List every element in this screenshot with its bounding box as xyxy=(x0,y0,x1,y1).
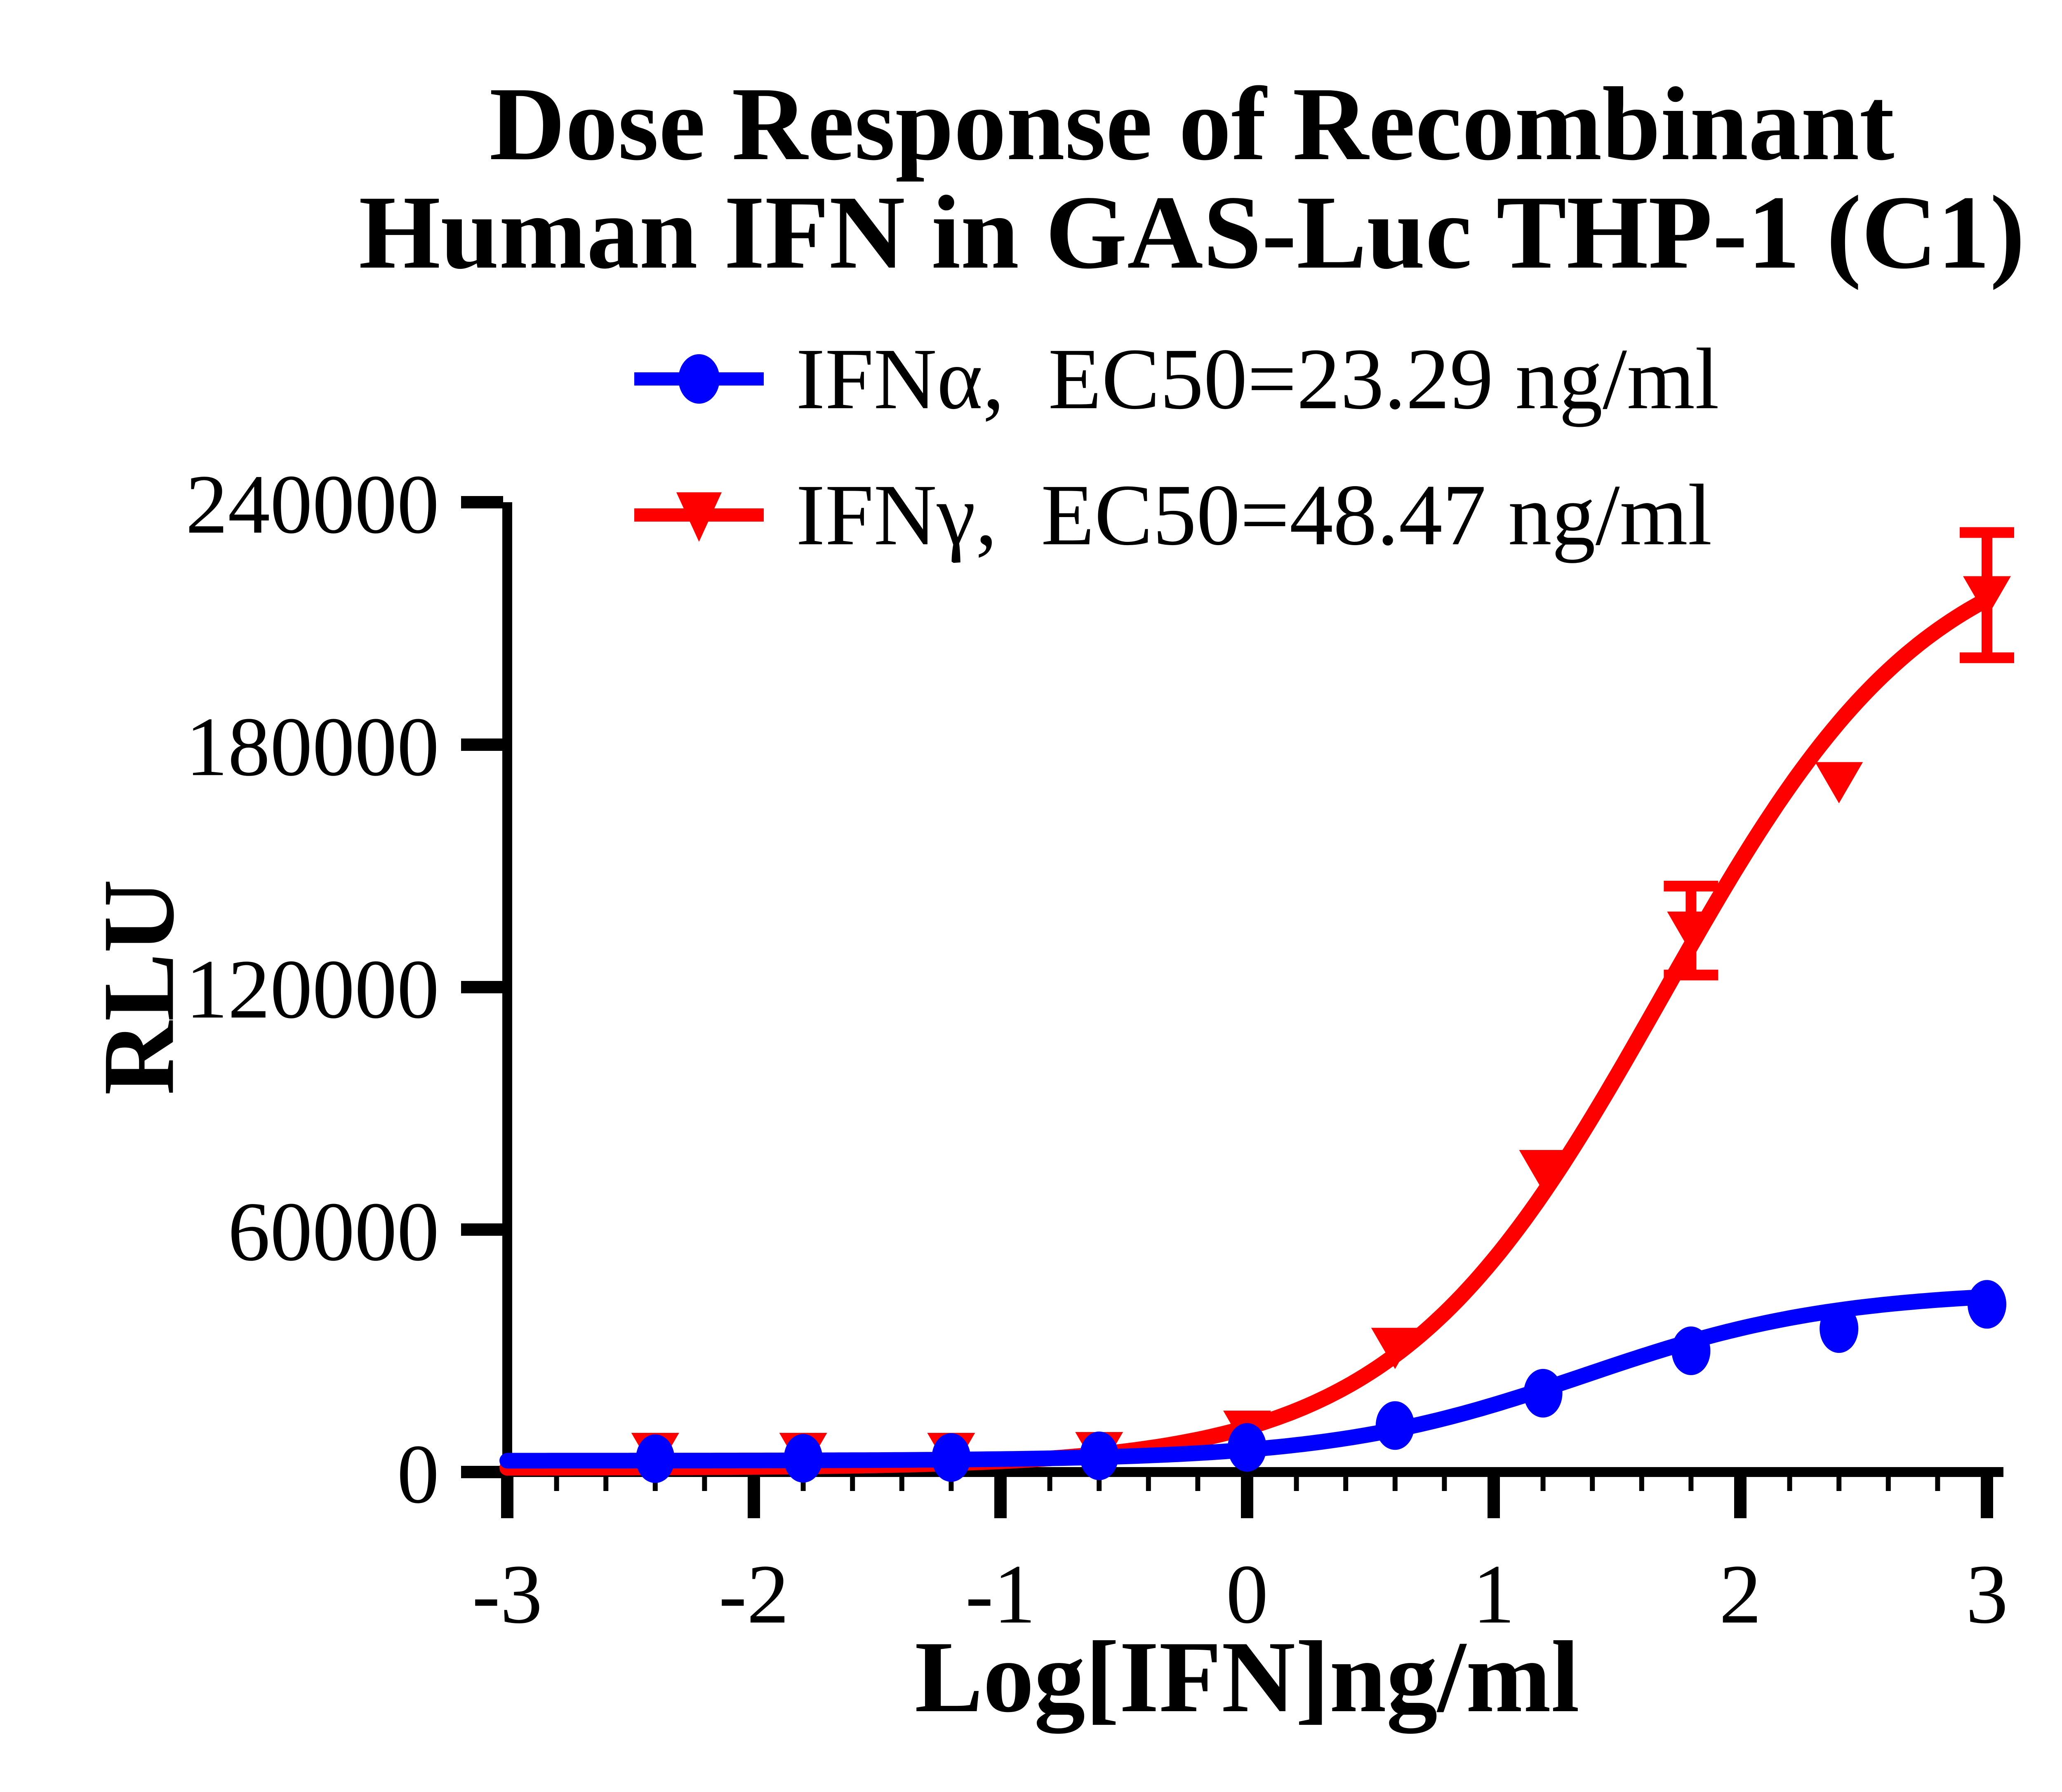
ifn-alpha-marker xyxy=(1671,1326,1711,1375)
ifn-gamma-marker xyxy=(1815,762,1863,804)
x-tick-label: -2 xyxy=(719,1547,789,1641)
x-tick-label: 3 xyxy=(1966,1547,2008,1641)
ifn-alpha-marker xyxy=(932,1433,971,1482)
y-axis-label: RLU xyxy=(82,879,195,1095)
ifn-alpha-marker xyxy=(1820,1304,1859,1353)
legend-item-ifn-gamma: IFNγ, EC50=48.47 ng/ml xyxy=(631,447,1719,583)
ifn-alpha-marker xyxy=(1523,1369,1563,1418)
x-tick-label: -1 xyxy=(965,1547,1036,1641)
ifn-alpha-marker xyxy=(1080,1431,1119,1480)
ifn-alpha-marker xyxy=(784,1434,823,1483)
y-tick-label: 180000 xyxy=(186,700,439,794)
legend: IFNα, EC50=23.29 ng/ml IFNγ, EC50=48.47 … xyxy=(631,311,1719,583)
ifn-gamma-marker xyxy=(1519,1150,1567,1191)
legend-label-ifn-alpha: IFNα, EC50=23.29 ng/ml xyxy=(796,330,1719,427)
ifn-alpha-marker xyxy=(1228,1423,1266,1472)
ifn-gamma-marker xyxy=(1371,1328,1419,1369)
chart-title-line2: Human IFN in GAS-Luc THP-1 (C1) xyxy=(358,174,2025,291)
x-tick-label: -3 xyxy=(472,1547,543,1641)
ifn-gamma-triangle-icon xyxy=(676,492,722,542)
y-tick-label: 120000 xyxy=(186,943,439,1036)
chart-title: Dose Response of Recombinant Human IFN in… xyxy=(173,70,2062,287)
legend-label-ifn-gamma: IFNγ, EC50=48.47 ng/ml xyxy=(796,466,1712,563)
x-tick-label: 2 xyxy=(1719,1547,1762,1641)
y-tick-label: 60000 xyxy=(228,1185,440,1279)
ifn-gamma-fit-curve xyxy=(499,592,1995,1476)
chart-title-line1: Dose Response of Recombinant xyxy=(489,66,1895,182)
x-tick-label: 0 xyxy=(1226,1547,1269,1641)
y-tick-label: 0 xyxy=(397,1427,440,1521)
ifn-gamma-marker xyxy=(1667,911,1715,953)
legend-item-ifn-alpha: IFNα, EC50=23.29 ng/ml xyxy=(631,311,1719,447)
ifn-alpha-legend-marker-icon xyxy=(634,354,764,404)
ifn-alpha-circle-icon xyxy=(678,354,720,404)
ifn-alpha-marker xyxy=(636,1434,675,1483)
ifn-gamma-legend-marker-icon xyxy=(634,492,764,542)
x-tick-label: 1 xyxy=(1473,1547,1515,1641)
y-tick-label: 240000 xyxy=(186,458,439,551)
ifn-gamma-marker xyxy=(1963,576,2011,618)
ifn-alpha-marker xyxy=(1968,1280,2006,1329)
x-axis-label: Log[IFN]ng/ml xyxy=(915,1620,1579,1734)
ifn-alpha-marker xyxy=(1375,1401,1415,1450)
